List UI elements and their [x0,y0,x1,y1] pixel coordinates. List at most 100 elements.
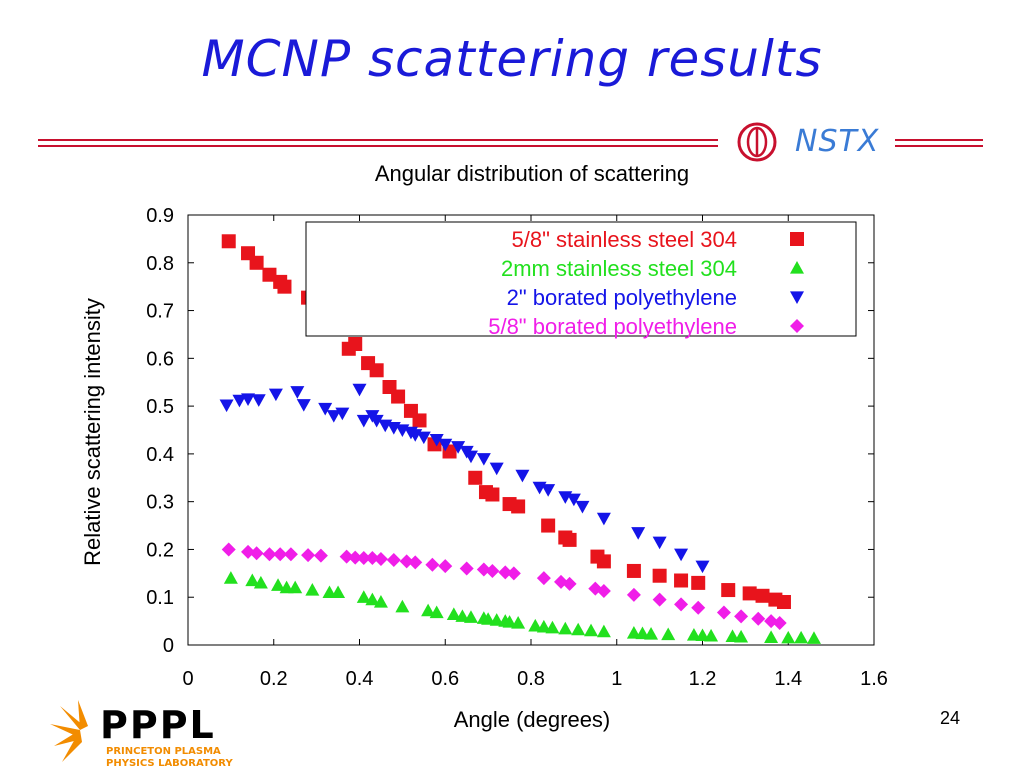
y-tick-label: 0.4 [146,444,174,466]
legend-label: 5/8" stainless steel 304 [512,227,738,252]
data-point-series-4 [301,548,316,563]
data-point-series-3 [463,450,478,464]
data-point-series-4 [536,571,551,586]
x-tick-label: 0 [182,668,193,690]
data-point-series-4 [348,550,363,565]
data-point-series-3 [251,394,266,407]
data-point-series-1 [691,575,706,590]
y-tick-label: 0 [163,635,174,657]
data-point-series-2 [806,631,821,644]
data-point-series-4 [734,609,749,624]
data-point-series-2 [463,610,478,623]
data-point-series-4 [241,544,256,559]
data-point-series-3 [541,484,556,497]
nstx-logo-text: NSTX [795,124,880,159]
data-point-series-2 [584,623,599,637]
header-rule-left-bottom [38,145,718,147]
data-point-series-2 [429,605,444,619]
x-tick-label: 0.4 [346,668,374,690]
data-point-series-2 [725,629,740,642]
data-point-series-1 [511,499,526,514]
data-point-series-4 [386,552,401,567]
x-axis-label: Angle (degrees) [454,707,611,732]
data-point-series-2 [481,612,496,625]
y-tick-label: 0.2 [146,539,174,561]
data-point-series-4 [596,584,611,599]
x-tick-label: 0.8 [517,668,545,690]
data-point-series-4 [249,546,264,561]
data-point-series-2 [331,585,346,599]
data-point-series-3 [290,386,305,399]
y-tick-label: 0.7 [146,301,174,323]
data-point-series-2 [365,592,380,606]
data-point-series-2 [305,583,320,596]
data-point-series-1 [249,255,264,270]
data-point-series-4 [716,605,731,620]
data-point-series-1 [562,532,577,547]
data-point-series-3 [515,469,530,483]
x-tick-label: 1.2 [689,668,717,690]
data-point-series-1 [348,337,363,351]
data-point-series-3 [335,407,350,421]
data-point-series-3 [575,500,590,514]
data-point-series-3 [489,462,504,476]
data-point-series-3 [631,527,646,540]
data-point-series-1 [485,487,500,502]
header-rule-right-bottom [895,145,983,147]
legend-marker [790,232,804,246]
y-tick-label: 0.3 [146,492,174,514]
data-point-series-3 [695,560,710,574]
data-point-series-4 [506,566,521,581]
data-point-series-2 [686,627,701,641]
legend-marker [790,261,804,274]
data-point-series-2 [644,627,659,640]
legend-marker [790,291,804,304]
pppl-logo-line1: PRINCETON PLASMA [106,746,221,757]
data-point-series-4 [221,542,236,557]
data-point-series-4 [498,565,513,580]
pppl-logo-main: PPPL [100,703,216,747]
data-point-series-3 [326,410,341,423]
legend-box [305,221,857,337]
data-point-series-4 [485,563,500,578]
x-tick-label: 1 [611,668,622,690]
data-point-series-4 [438,559,453,574]
pppl-logo: PPPL PRINCETON PLASMA PHYSICS LABORATORY [50,700,233,768]
data-point-series-4 [339,549,354,564]
y-axis-label: Relative scattering intensity [80,298,105,566]
data-point-series-1 [369,363,384,378]
data-point-series-2 [511,616,526,629]
data-point-series-3 [416,431,431,445]
data-point-series-3 [219,399,234,413]
data-point-series-3 [318,402,333,416]
x-tick-label: 0.6 [431,668,459,690]
data-point-series-4 [562,576,577,591]
y-tick-label: 0.5 [146,396,174,418]
x-tick-label: 1.6 [860,668,888,690]
data-point-series-1 [221,234,236,249]
data-point-series-2 [288,580,303,594]
data-point-series-2 [373,595,388,608]
data-point-series-2 [421,603,436,617]
data-point-series-2 [223,571,238,584]
data-point-series-2 [528,618,543,632]
data-point-series-2 [558,621,573,635]
data-point-series-4 [652,592,667,607]
data-point-series-2 [794,630,809,644]
data-point-series-1 [277,279,292,294]
data-point-series-1 [721,583,736,598]
data-point-series-2 [502,615,517,628]
data-point-series-3 [476,453,491,466]
data-point-series-2 [245,573,260,587]
data-point-series-3 [674,548,689,562]
data-point-series-3 [241,393,256,406]
data-point-series-4 [408,555,423,570]
data-point-series-1 [742,586,757,601]
data-point-series-3 [232,394,247,408]
data-point-series-3 [296,399,311,412]
data-point-series-3 [451,441,466,454]
chart-title: Angular distribution of scattering [375,161,689,186]
data-point-series-1 [652,568,667,583]
data-point-series-1 [262,267,277,282]
